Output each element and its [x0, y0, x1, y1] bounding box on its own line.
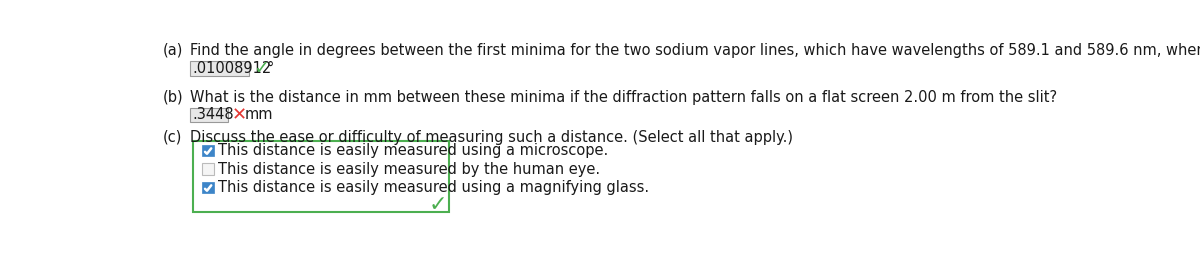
Text: .3448: .3448	[193, 107, 234, 122]
FancyBboxPatch shape	[193, 141, 449, 212]
FancyBboxPatch shape	[202, 182, 214, 193]
FancyBboxPatch shape	[202, 163, 214, 175]
Text: ✓: ✓	[428, 195, 448, 215]
Text: mm: mm	[245, 107, 274, 122]
Text: ✓: ✓	[253, 59, 270, 78]
Text: (b): (b)	[162, 90, 184, 105]
Text: This distance is easily measured by the human eye.: This distance is easily measured by the …	[218, 162, 600, 177]
Text: .01008912: .01008912	[193, 61, 272, 76]
Text: (c): (c)	[162, 130, 181, 145]
FancyBboxPatch shape	[191, 108, 228, 122]
Text: Discuss the ease or difficulty of measuring such a distance. (Select all that ap: Discuss the ease or difficulty of measur…	[191, 130, 793, 145]
Text: (a): (a)	[162, 43, 182, 58]
Text: °: °	[266, 61, 274, 76]
Text: This distance is easily measured using a microscope.: This distance is easily measured using a…	[218, 143, 608, 158]
FancyBboxPatch shape	[191, 61, 250, 76]
Text: Find the angle in degrees between the first minima for the two sodium vapor line: Find the angle in degrees between the fi…	[191, 43, 1200, 58]
Text: What is the distance in mm between these minima if the diffraction pattern falls: What is the distance in mm between these…	[191, 90, 1057, 105]
Text: This distance is easily measured using a magnifying glass.: This distance is easily measured using a…	[218, 180, 649, 195]
FancyBboxPatch shape	[202, 145, 214, 156]
Text: ✕: ✕	[232, 106, 246, 124]
